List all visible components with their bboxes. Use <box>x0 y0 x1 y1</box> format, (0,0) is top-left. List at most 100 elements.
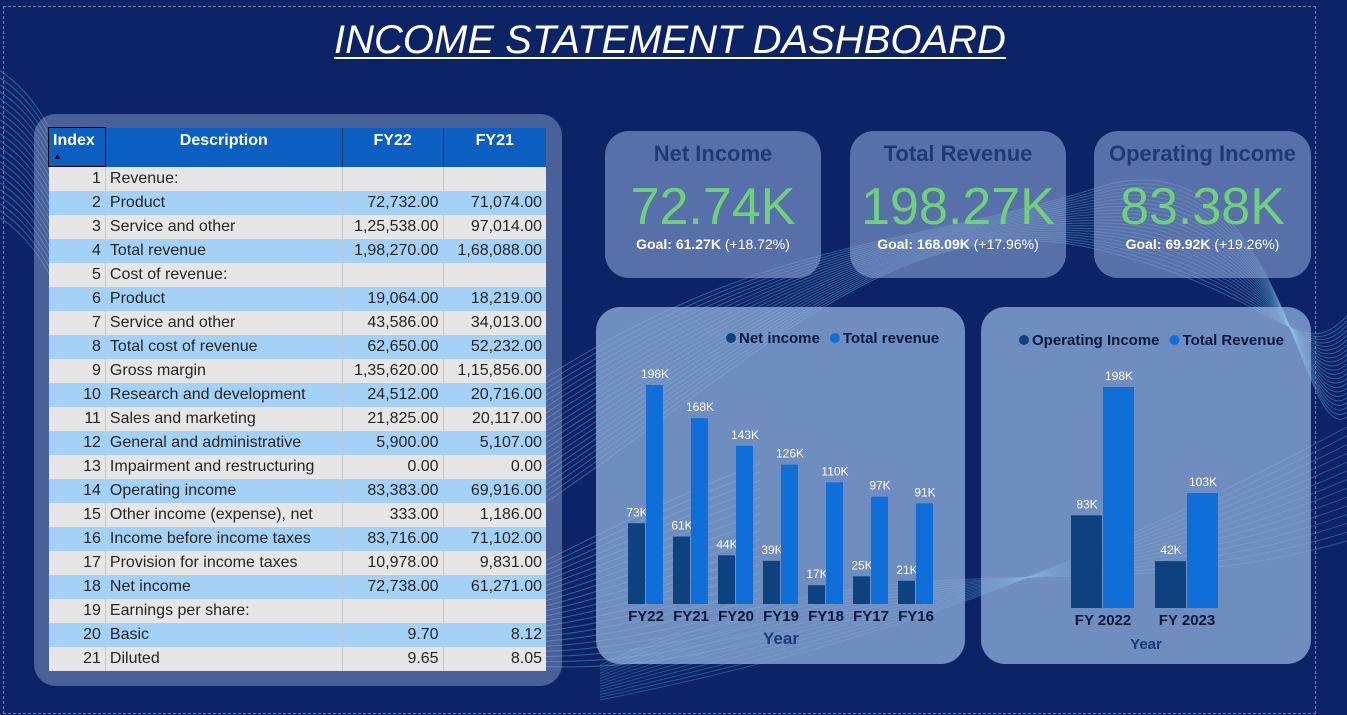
chart-bar <box>853 576 870 604</box>
chart-bar <box>736 445 753 604</box>
cell-description: Sales and marketing <box>104 407 343 431</box>
cell-fy21 <box>442 263 546 287</box>
cell-description: Earnings per share: <box>104 599 343 623</box>
legend-marker <box>726 333 736 343</box>
cell-fy21 <box>442 599 546 623</box>
cell-description: Diluted <box>104 647 343 671</box>
cell-description: Service and other <box>104 311 343 335</box>
table-row[interactable]: 14 Operating income 83,383.00 69,916.00 <box>48 479 546 503</box>
cell-fy22: 9.70 <box>341 623 444 647</box>
cell-description: Total cost of revenue <box>104 335 343 359</box>
data-label: 103K <box>1189 475 1217 489</box>
table-row[interactable]: 16 Income before income taxes 83,716.00 71,… <box>48 527 546 551</box>
kpi-card-total-revenue[interactable]: Total Revenue 198.27K Goal: 168.09K (+17… <box>850 131 1066 278</box>
cell-fy22 <box>341 599 444 623</box>
cell-fy21: 20,117.00 <box>442 407 546 431</box>
table-row[interactable]: 11 Sales and marketing 21,825.00 20,117.00 <box>48 407 546 431</box>
cell-fy21: 71,102.00 <box>442 527 546 551</box>
kpi-card-net-income[interactable]: Net Income 72.74K Goal: 61.27K (+18.72%) <box>605 131 821 278</box>
table-row[interactable]: 7 Service and other 43,586.00 34,013.00 <box>48 311 546 335</box>
data-label: 198K <box>1105 369 1133 383</box>
data-label: 42K <box>1160 543 1181 557</box>
dashboard-title: INCOME STATEMENT DASHBOARD <box>334 18 1006 62</box>
chart-bar <box>1155 561 1186 608</box>
chart-panel-operating[interactable]: Operating Income Total Revenue 83K 198K FY 2… <box>981 307 1311 664</box>
kpi-card-operating-income[interactable]: Operating Income 83.38K Goal: 69.92K (+1… <box>1094 131 1311 278</box>
cell-fy22: 9.65 <box>341 647 444 671</box>
table-row[interactable]: 21 Diluted 9.65 8.05 <box>48 647 546 671</box>
cell-fy22 <box>341 263 444 287</box>
cell-description: General and administrative <box>104 431 343 455</box>
cell-index: 18 <box>48 575 106 599</box>
table-row[interactable]: 5 Cost of revenue: <box>48 263 546 287</box>
cell-fy22: 333.00 <box>341 503 444 527</box>
cell-fy22: 72,738.00 <box>341 575 444 599</box>
x-tick-label: FY21 <box>673 608 709 625</box>
table-row[interactable]: 20 Basic 9.70 8.12 <box>48 623 546 647</box>
cell-index: 1 <box>48 166 106 191</box>
kpi-value: 83.38K <box>1120 178 1285 236</box>
data-label: 17K <box>806 567 827 581</box>
column-header-fy21[interactable]: FY21 <box>442 127 546 167</box>
chart-bar <box>691 418 708 604</box>
table-row[interactable]: 12 General and administrative 5,900.00 5,10… <box>48 431 546 455</box>
cell-description: Product <box>104 191 343 215</box>
column-header-description[interactable]: Description <box>104 127 343 167</box>
chart-bar <box>826 482 843 604</box>
cell-index: 17 <box>48 551 106 575</box>
chart-panel-yearly[interactable]: Net income Total revenue 73K 198K FY22 61K 168… <box>596 307 965 664</box>
x-tick-label: FY 2022 <box>1075 612 1131 629</box>
cell-description: Basic <box>104 623 343 647</box>
x-tick-label: FY16 <box>898 608 934 625</box>
table-row[interactable]: 17 Provision for income taxes 10,978.00 9,8… <box>48 551 546 575</box>
table-row[interactable]: 1 Revenue: <box>48 166 546 191</box>
legend-label: Total Revenue <box>1183 332 1284 349</box>
table-row[interactable]: 9 Gross margin 1,35,620.00 1,15,856.00 <box>48 359 546 383</box>
cell-fy22: 24,512.00 <box>341 383 444 407</box>
table-row[interactable]: 6 Product 19,064.00 18,219.00 <box>48 287 546 311</box>
table-row[interactable]: 18 Net income 72,738.00 61,271.00 <box>48 575 546 599</box>
table-row[interactable]: 4 Total revenue 1,98,270.00 1,68,088.00 <box>48 239 546 263</box>
cell-index: 8 <box>48 335 106 359</box>
table-row[interactable]: 10 Research and development 24,512.00 20,71… <box>48 383 546 407</box>
kpi-title: Net Income <box>653 141 773 166</box>
cell-description: Revenue: <box>104 166 343 191</box>
cell-fy22: 5,900.00 <box>341 431 444 455</box>
bar-chart-operating-vs-revenue[interactable]: Operating Income Total Revenue 83K 198K FY 2… <box>981 307 1311 664</box>
cell-description: Total revenue <box>104 239 343 263</box>
chart-bar <box>1103 387 1134 608</box>
legend-marker <box>1019 335 1029 345</box>
table-row[interactable]: 13 Impairment and restructuring 0.00 0.00 <box>48 455 546 479</box>
table-row[interactable]: 3 Service and other 1,25,538.00 97,014.00 <box>48 215 546 239</box>
chart-bar <box>916 503 933 604</box>
cell-fy21: 61,271.00 <box>442 575 546 599</box>
cell-description: Impairment and restructuring <box>104 455 343 479</box>
cell-index: 15 <box>48 503 106 527</box>
kpi-title: Operating Income <box>1108 141 1297 166</box>
cell-description: Provision for income taxes <box>104 551 343 575</box>
cell-fy21: 34,013.00 <box>442 311 546 335</box>
table-row[interactable]: 8 Total cost of revenue 62,650.00 52,232.00 <box>48 335 546 359</box>
cell-fy21: 52,232.00 <box>442 335 546 359</box>
bar-chart-net-income-vs-revenue[interactable]: Net income Total revenue 73K 198K FY22 61K 168… <box>596 307 965 664</box>
cell-fy21: 97,014.00 <box>442 215 546 239</box>
sort-ascending-icon[interactable]: ▲ <box>53 151 62 161</box>
cell-index: 16 <box>48 527 106 551</box>
cell-index: 19 <box>48 599 106 623</box>
cell-fy21: 69,916.00 <box>442 479 546 503</box>
cell-fy21: 8.05 <box>442 647 546 671</box>
table-row[interactable]: 19 Earnings per share: <box>48 599 546 623</box>
column-header-index[interactable]: Index ▲ <box>48 127 106 167</box>
cell-fy22: 0.00 <box>341 455 444 479</box>
x-tick-label: FY17 <box>853 608 889 625</box>
table-row[interactable]: 15 Other income (expense), net 333.00 1,186… <box>48 503 546 527</box>
cell-description: Other income (expense), net <box>104 503 343 527</box>
kpi-goal: Goal: 61.27K (+18.72%) <box>636 236 790 252</box>
data-label: 61K <box>671 519 692 533</box>
x-tick-label: FY22 <box>628 608 664 625</box>
kpi-goal: Goal: 69.92K (+19.26%) <box>1125 236 1280 252</box>
cell-fy22: 83,383.00 <box>341 479 444 503</box>
data-label: 198K <box>641 367 669 381</box>
column-header-fy22[interactable]: FY22 <box>341 127 444 167</box>
table-row[interactable]: 2 Product 72,732.00 71,074.00 <box>48 191 546 215</box>
